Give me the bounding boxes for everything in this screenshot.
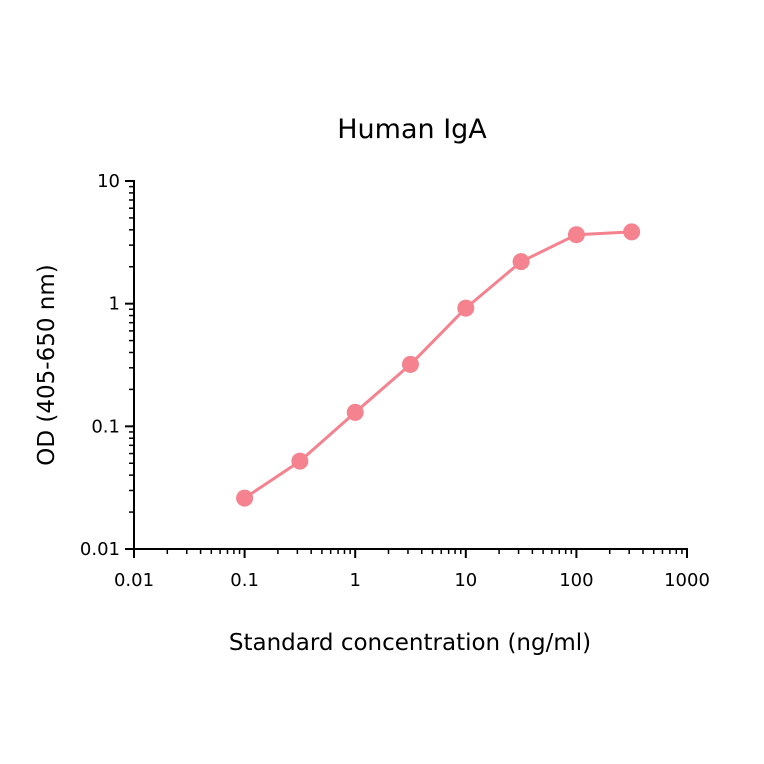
data-point [457,299,475,317]
series-line [243,230,632,500]
data-point [623,223,641,241]
plot-area: 0.01 0.1 1 10 100 1000 0.01 0.1 1 10 [80,171,710,591]
x-tick-label: 1 [349,570,360,591]
data-point [512,253,530,271]
data-point [291,452,309,470]
data-point [567,226,585,244]
y-tick-label: 0.1 [91,416,120,437]
x-tick-label: 0.01 [114,570,154,591]
x-tick-label: 0.1 [230,570,259,591]
y-tick-label: 1 [109,294,120,315]
y-tick-label: 10 [97,171,120,192]
data-point [346,403,364,421]
x-tick-label: 1000 [664,570,710,591]
y-tick-label: 0.01 [80,539,120,560]
data-point [236,489,254,507]
x-tick-label: 10 [454,570,477,591]
chart-title: Human IgA [337,114,487,145]
x-tick-label: 100 [559,570,593,591]
x-axis-label: Standard concentration (ng/ml) [229,630,591,656]
y-axis-label: OD (405-650 nm) [34,264,60,465]
data-point [401,355,419,373]
